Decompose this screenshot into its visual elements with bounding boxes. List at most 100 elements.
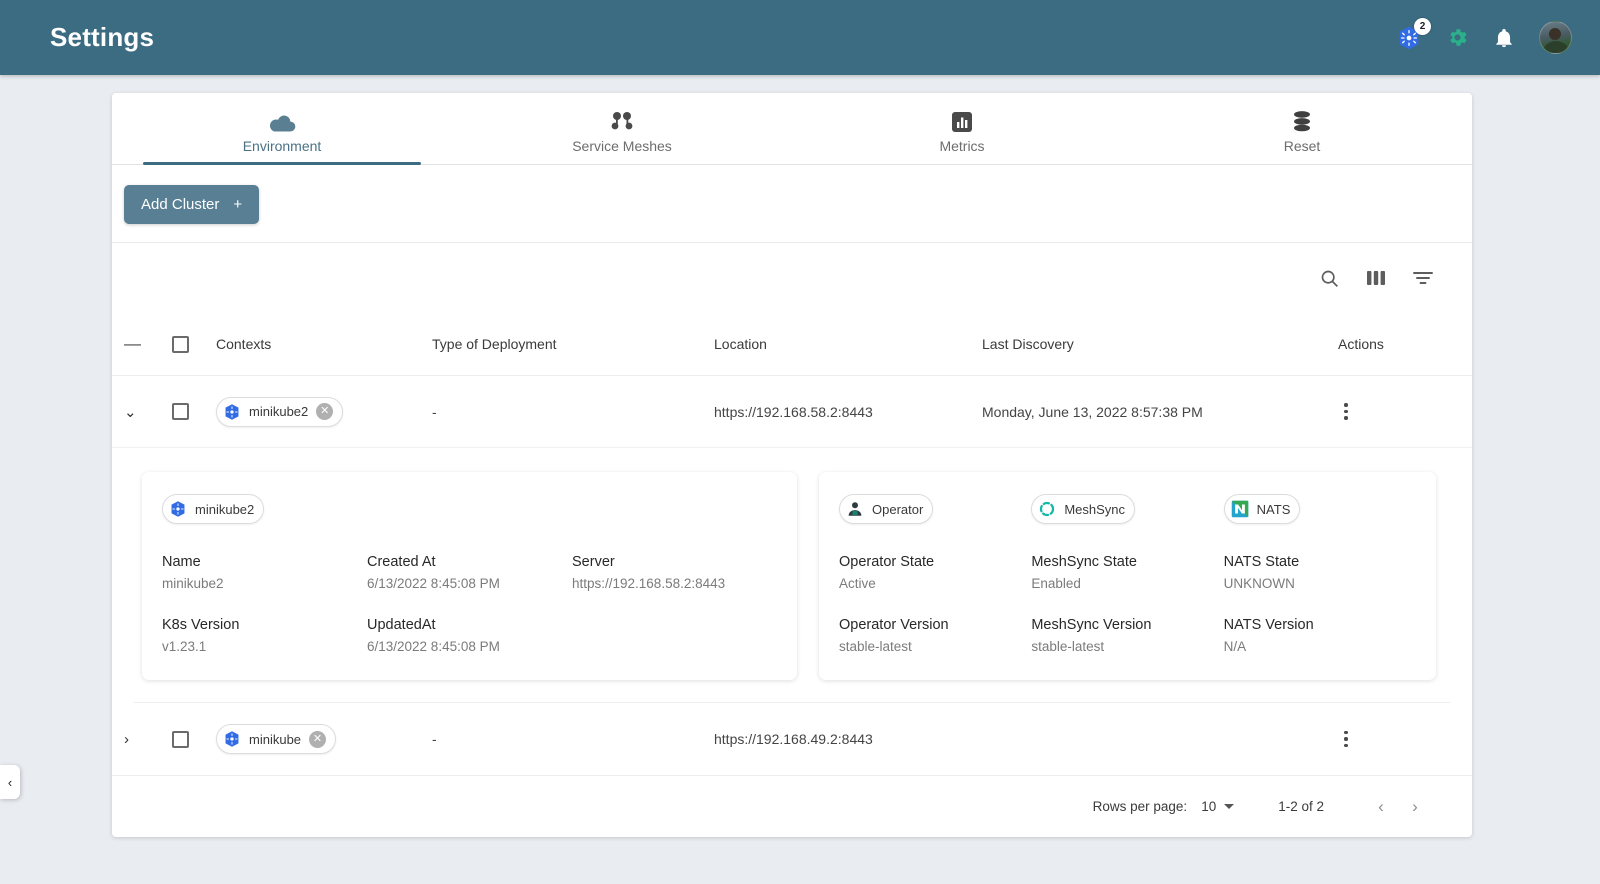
context-chip-cell: minikube ✕	[216, 724, 432, 754]
nats-icon	[1231, 500, 1248, 518]
nats-chip-wrap: NATS	[1223, 494, 1416, 524]
column-header-last-discovery[interactable]: Last Discovery	[982, 336, 1074, 352]
field-operator-state: Operator State Active	[839, 554, 1031, 591]
row-actions-menu-icon[interactable]	[1344, 403, 1348, 420]
operator-chip-label: Operator	[872, 501, 924, 517]
column-header-type-of-deployment[interactable]: Type of Deployment	[432, 336, 557, 352]
kubernetes-icon[interactable]: 2	[1396, 17, 1431, 51]
kubernetes-icon	[171, 501, 185, 517]
header-actions: 2	[1396, 17, 1572, 54]
kubernetes-icon	[225, 731, 239, 747]
nats-chip[interactable]: NATS	[1223, 494, 1301, 524]
view-columns-icon[interactable]	[1366, 269, 1386, 287]
field-label: Operator Version	[839, 617, 949, 633]
tab-environment[interactable]: Environment	[112, 93, 452, 165]
avatar[interactable]	[1539, 21, 1572, 54]
table-row[interactable]: › minikube ✕ - https://	[112, 703, 1472, 775]
field-label: Name	[162, 554, 201, 570]
context-chip-label: minikube2	[249, 404, 309, 419]
row-actions-menu-icon[interactable]	[1344, 730, 1348, 748]
field-created-at: Created At 6/13/2022 8:45:08 PM	[367, 554, 572, 591]
field-value: stable-latest	[1031, 639, 1105, 654]
field-server: Server https://192.168.58.2:8443	[572, 554, 777, 591]
column-header-actions: Actions	[1338, 336, 1384, 352]
sidebar-collapse-handle[interactable]: ‹	[0, 765, 20, 799]
table-header: — Contexts Type of Deployment Location L…	[112, 313, 1472, 375]
page-body: ‹ Environment	[0, 75, 1600, 884]
pagination-bar: Rows per page: 10 1-2 of 2 ‹ ›	[112, 775, 1472, 837]
field-updated-at: UpdatedAt 6/13/2022 8:45:08 PM	[367, 617, 572, 654]
field-value: 6/13/2022 8:45:08 PM	[367, 576, 500, 591]
field-meshsync-state: MeshSync State Enabled	[1031, 554, 1223, 591]
field-meshsync-version: MeshSync Version stable-latest	[1031, 617, 1223, 654]
field-empty	[572, 617, 777, 654]
field-label: K8s Version	[162, 617, 240, 633]
row-last-discovery: Monday, June 13, 2022 8:57:38 PM	[982, 403, 1203, 420]
tab-reset-label: Reset	[1283, 138, 1321, 154]
tab-service-meshes-label: Service Meshes	[572, 138, 672, 154]
page-title: Settings	[50, 22, 155, 52]
row-select-checkbox[interactable]	[172, 403, 189, 420]
meshsync-chip-label: MeshSync	[1064, 501, 1126, 517]
cloud-icon	[269, 109, 296, 133]
gear-icon[interactable]	[1446, 26, 1469, 49]
field-value: v1.23.1	[162, 639, 207, 654]
row-detail-panel: minikube2 Name minikube2 Created At 6/13…	[112, 447, 1472, 702]
close-icon[interactable]: ✕	[316, 403, 334, 420]
field-name: Name minikube2	[162, 554, 367, 591]
field-value: minikube2	[162, 576, 224, 591]
row-select-checkbox[interactable]	[172, 730, 189, 748]
row-expand-toggle[interactable]: ⌄	[124, 403, 137, 421]
bell-icon[interactable]	[1493, 27, 1515, 49]
rows-per-page-label: Rows per page:	[1092, 799, 1188, 814]
field-label: Operator State	[839, 554, 935, 570]
component-fields: Operator State Active MeshSync State Ena…	[839, 554, 1416, 654]
app-header: Settings 2	[0, 0, 1600, 75]
add-cluster-label: Add Cluster	[141, 196, 220, 213]
cluster-chip-label: minikube2	[195, 501, 255, 517]
field-nats-state: NATS State UNKNOWN	[1224, 554, 1416, 591]
field-operator-version: Operator Version stable-latest	[839, 617, 1031, 654]
context-chip[interactable]: minikube ✕	[216, 724, 337, 754]
filter-icon[interactable]	[1412, 269, 1434, 287]
field-value: https://192.168.58.2:8443	[572, 576, 726, 591]
cluster-info-card: minikube2 Name minikube2 Created At 6/13…	[142, 472, 797, 680]
detail-divider	[134, 702, 1450, 703]
cluster-chip[interactable]: minikube2	[162, 494, 265, 524]
operator-chip[interactable]: Operator	[839, 494, 934, 524]
search-icon[interactable]	[1319, 268, 1340, 289]
context-chip-cell: minikube2 ✕	[216, 396, 432, 427]
field-label: NATS Version	[1223, 617, 1314, 633]
plus-icon: +	[233, 196, 243, 213]
field-label: MeshSync State	[1031, 554, 1137, 570]
rows-per-page-select[interactable]: 10	[1201, 799, 1235, 814]
table-row[interactable]: ⌄ minikube2 ✕ - https:/	[112, 375, 1472, 447]
row-location: https://192.168.58.2:8443	[714, 403, 873, 420]
column-header-contexts[interactable]: Contexts	[216, 336, 272, 352]
tab-service-meshes[interactable]: Service Meshes	[452, 93, 792, 164]
pagination-range: 1-2 of 2	[1278, 799, 1324, 814]
meshsync-chip[interactable]: MeshSync	[1031, 494, 1136, 524]
select-all-checkbox[interactable]	[172, 335, 189, 353]
meshsync-icon	[1040, 501, 1055, 517]
bar-chart-icon	[951, 109, 973, 133]
settings-card: Environment Service Meshes	[112, 93, 1472, 837]
collapse-all-icon[interactable]: —	[124, 334, 141, 353]
field-label: UpdatedAt	[367, 617, 436, 633]
nats-chip-label: NATS	[1256, 501, 1291, 517]
next-page-button[interactable]: ›	[1412, 796, 1418, 816]
add-cluster-button[interactable]: Add Cluster +	[124, 185, 260, 224]
field-label: NATS State	[1223, 554, 1300, 570]
previous-page-button[interactable]: ‹	[1378, 796, 1384, 816]
tab-metrics[interactable]: Metrics	[792, 93, 1132, 164]
row-expand-toggle[interactable]: ›	[124, 730, 129, 748]
database-icon	[1290, 109, 1314, 133]
field-value: Active	[839, 576, 876, 591]
close-icon[interactable]: ✕	[309, 730, 327, 748]
tab-reset[interactable]: Reset	[1132, 93, 1472, 164]
row-location: https://192.168.49.2:8443	[714, 731, 873, 747]
context-chip[interactable]: minikube2 ✕	[216, 396, 344, 427]
chevron-down-icon	[1224, 804, 1235, 809]
column-header-location[interactable]: Location	[714, 336, 767, 352]
settings-tabs: Environment Service Meshes	[112, 93, 1472, 165]
